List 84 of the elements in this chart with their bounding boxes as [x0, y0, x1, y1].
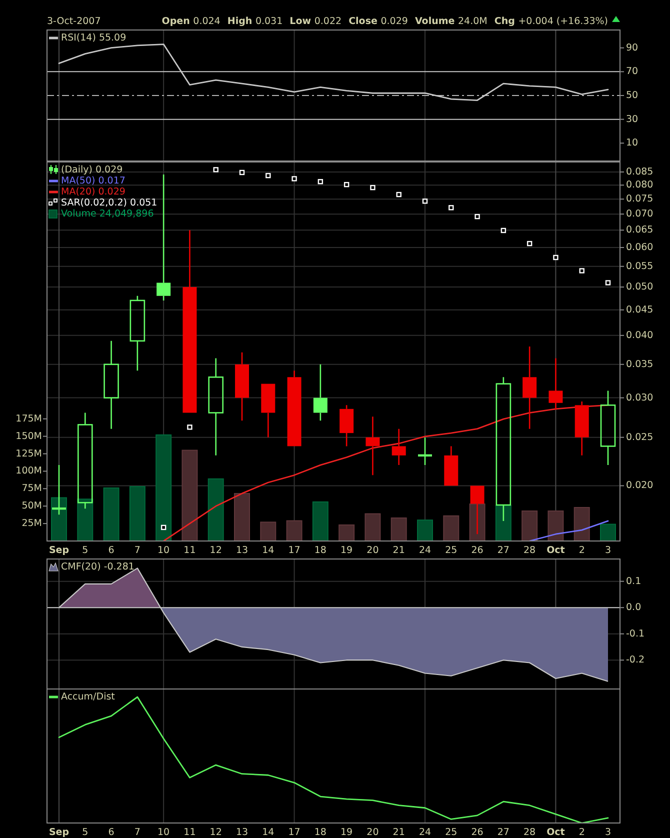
y-tick-label: 0.045 [626, 304, 654, 316]
x-tick-label: 27 [497, 827, 510, 838]
x-tick-label: 11 [184, 827, 196, 838]
x-tick-label: Sep [48, 827, 70, 838]
y-tick-label: 0.060 [626, 242, 654, 253]
y2-tick-label: 150M [16, 430, 42, 442]
x-tick-label: 24 [418, 545, 432, 556]
x-tick-label: 28 [524, 827, 536, 838]
y-tick-label: 0.080 [626, 180, 654, 191]
x-tick-label: 3 [604, 545, 612, 556]
x-tick-label: 6 [108, 545, 114, 556]
legend-title: (Daily) 0.029 [61, 164, 123, 176]
x-tick-label: 25 [445, 545, 458, 556]
y-tick-label: 90 [626, 42, 638, 54]
x-tick-label: 3 [604, 827, 612, 838]
x-tick-label: 10 [158, 545, 170, 556]
x-tick-label: 20 [366, 545, 379, 556]
y-tick-label: 10 [626, 138, 638, 149]
y-tick-label: 0.085 [626, 166, 654, 178]
x-tick-label: 14 [262, 827, 274, 838]
y-tick-label: 50 [626, 90, 638, 101]
y-tick-label: 0.025 [626, 432, 654, 443]
y-tick-label: 0.030 [626, 392, 654, 404]
x-tick-label: 6 [108, 827, 114, 838]
text: MA(50) 0.017 [61, 176, 126, 186]
x-tick-label: 28 [524, 545, 536, 556]
y-tick-label: 0.065 [626, 224, 654, 236]
x-tick-label: 18 [314, 827, 326, 838]
text: MA(20) 0.029 [61, 186, 126, 198]
x-tick-label: 20 [366, 827, 379, 838]
x-tick-label: 19 [340, 545, 353, 556]
x-tick-label: 7 [134, 545, 140, 556]
x-tick-label: 2 [578, 545, 585, 556]
y2-tick-label: 25M [22, 518, 42, 530]
y-tick-label: 0.020 [626, 480, 654, 492]
y-tick-label: 0.035 [626, 358, 654, 370]
x-tick-label: 2 [578, 827, 585, 838]
x-tick-label: 24 [418, 827, 432, 838]
y2-tick-label: 175M [16, 413, 42, 424]
x-tick-label: 12 [210, 545, 222, 556]
x-tick-label: Oct [546, 545, 566, 556]
x-tick-label: 18 [314, 545, 326, 556]
x-tick-label: 5 [82, 545, 88, 556]
x-tick-label: 21 [392, 545, 405, 556]
y-tick-label: 0.055 [626, 260, 654, 272]
text: Open 0.024 High 0.031 Low 0.022 Close 0.029 Volume 24.0M Chg +0.004 (+16.33%) [162, 16, 608, 27]
y-tick-label: 0.0 [626, 602, 642, 614]
legend-label: Accum/Dist [61, 692, 116, 702]
y2-tick-label: 75M [22, 483, 42, 494]
x-tick-label: 25 [445, 827, 458, 838]
y-tick-label: 0.050 [626, 282, 654, 293]
y-tick-label: -0.2 [626, 654, 645, 666]
y-tick-label: -0.1 [626, 628, 645, 640]
x-tick-label: 17 [288, 827, 300, 838]
x-tick-label: 13 [236, 545, 248, 556]
x-tick-label: 19 [340, 827, 353, 838]
x-tick-label: 26 [471, 545, 484, 556]
y-tick-label: 0.040 [626, 330, 654, 341]
x-tick-label: 13 [236, 827, 248, 838]
y-tick-label: 30 [626, 114, 638, 125]
y2-tick-label: 125M [16, 448, 42, 460]
legend-label: SAR(0.02,0.2) 0.051 [61, 198, 158, 208]
x-tick-label: Sep [48, 545, 70, 556]
x-tick-label: 10 [158, 827, 170, 838]
x-tick-label: 21 [392, 827, 405, 838]
x-tick-label: 26 [471, 827, 484, 838]
x-tick-label: 27 [497, 545, 510, 556]
x-tick-label: 17 [288, 545, 300, 556]
chart-title: 3-Oct-2007 [47, 16, 101, 27]
x-tick-label: 7 [134, 827, 140, 838]
x-tick-label: 14 [262, 545, 274, 556]
y2-tick-label: 50M [22, 500, 42, 512]
legend-label: RSI(14) 55.09 [61, 32, 126, 44]
y2-tick-label: 100M [16, 466, 42, 477]
y-tick-label: 70 [626, 66, 638, 78]
y-tick-label: 0.1 [626, 576, 642, 587]
y-tick-label: 0.070 [626, 208, 654, 220]
x-tick-label: 11 [184, 545, 196, 556]
x-tick-label: 12 [210, 827, 222, 838]
x-tick-label: 5 [82, 827, 88, 838]
legend-label: CMF(20) -0.281 [61, 562, 134, 572]
legend-label: Volume 24,049,896 [61, 208, 154, 220]
x-tick-label: Oct [546, 827, 566, 838]
y-tick-label: 0.075 [626, 194, 654, 205]
